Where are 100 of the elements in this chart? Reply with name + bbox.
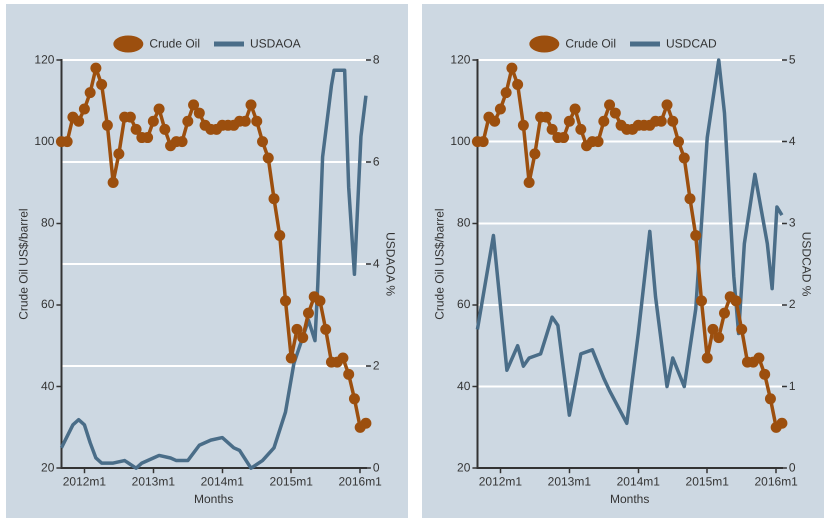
y2-tick-label: 2	[788, 297, 796, 312]
y-tick-label: 120	[450, 52, 471, 66]
point	[348, 393, 360, 404]
y2-tick-label: 2	[372, 358, 380, 372]
point	[736, 324, 748, 335]
point	[274, 230, 286, 242]
point	[759, 368, 770, 380]
point	[78, 103, 90, 114]
x-tick-label: 2012m1	[62, 474, 106, 489]
point	[194, 108, 205, 119]
y-axis-title: Crude Oil US$/barrel	[16, 208, 31, 320]
point	[251, 116, 262, 127]
y2-tick-label: 8	[372, 52, 380, 66]
y-tick-label: 20	[457, 460, 471, 475]
y-tick-label: 120	[34, 52, 55, 66]
point	[512, 78, 524, 90]
point	[188, 99, 200, 110]
y2-tick-label: 1	[788, 378, 796, 393]
y-tick-label: 100	[450, 134, 471, 148]
y-tick-label: 80	[457, 216, 471, 230]
point	[102, 120, 113, 131]
point	[753, 352, 764, 364]
x-axis-title: Months	[194, 492, 234, 506]
y-tick-label: 40	[41, 378, 55, 393]
point	[776, 418, 788, 429]
point	[518, 120, 529, 131]
point	[113, 148, 124, 160]
y-tick-label: 60	[457, 297, 471, 312]
point	[529, 148, 540, 160]
point	[598, 116, 610, 127]
point	[246, 99, 257, 110]
point	[154, 103, 165, 114]
point	[73, 116, 84, 127]
point	[262, 152, 274, 164]
point	[337, 352, 348, 364]
point	[524, 176, 535, 188]
point	[302, 308, 314, 319]
point	[564, 116, 575, 127]
legend-label: Crude Oil	[565, 36, 616, 50]
x-tick-label: 2013m1	[548, 474, 592, 489]
point	[673, 136, 684, 148]
y-tick-label: 40	[457, 378, 471, 393]
point	[690, 230, 702, 242]
point	[96, 78, 108, 90]
x-tick-label: 2014m1	[616, 474, 660, 489]
point	[108, 176, 119, 188]
point	[696, 295, 707, 306]
y-tick-label: 100	[34, 134, 55, 148]
point	[182, 116, 194, 127]
legend-label: USDAOA	[250, 36, 301, 50]
point	[494, 103, 506, 114]
point	[570, 103, 581, 114]
point	[268, 193, 280, 204]
y2-tick-label: 5	[788, 52, 796, 66]
point	[662, 99, 673, 110]
x-tick-label: 2014m1	[200, 474, 244, 489]
point	[702, 352, 713, 364]
point	[713, 332, 724, 344]
point	[90, 62, 102, 74]
point	[730, 295, 742, 306]
point	[84, 87, 96, 98]
point	[280, 295, 291, 306]
point	[707, 324, 718, 335]
point	[320, 324, 332, 335]
point	[148, 116, 159, 127]
point	[489, 116, 500, 127]
point	[291, 324, 302, 335]
y-tick-label: 60	[41, 297, 55, 312]
point	[506, 62, 518, 74]
point	[610, 108, 621, 119]
point	[297, 332, 308, 344]
point	[314, 295, 326, 306]
y2-axis-title: USDCAD %	[799, 232, 814, 297]
point	[343, 368, 354, 380]
point	[257, 136, 268, 148]
x-tick-label: 2015m1	[686, 474, 730, 489]
y-axis-title: Crude Oil US$/barrel	[432, 208, 447, 320]
y2-tick-label: 4	[372, 256, 380, 270]
point	[678, 152, 690, 164]
x-tick-label: 2013m1	[132, 474, 176, 489]
x-tick-label: 2015m1	[270, 474, 314, 489]
y-tick-label: 20	[41, 460, 55, 475]
point	[360, 418, 372, 429]
point	[684, 193, 696, 204]
point	[718, 308, 730, 319]
y2-tick-label: 0	[372, 460, 380, 475]
y2-axis-title: USDAOA %	[383, 232, 398, 296]
x-tick-label: 2016m1	[338, 474, 382, 489]
point	[575, 124, 586, 135]
legend-label: USDCAD	[666, 36, 718, 50]
point	[604, 99, 616, 110]
point	[764, 393, 776, 404]
point	[286, 352, 297, 364]
point	[667, 116, 678, 127]
y2-tick-label: 6	[372, 154, 380, 168]
y2-tick-label: 3	[788, 216, 796, 230]
x-tick-label: 2012m1	[478, 474, 522, 489]
point	[130, 124, 142, 135]
x-axis-title: Months	[610, 492, 650, 506]
y2-tick-label: 0	[788, 460, 796, 475]
